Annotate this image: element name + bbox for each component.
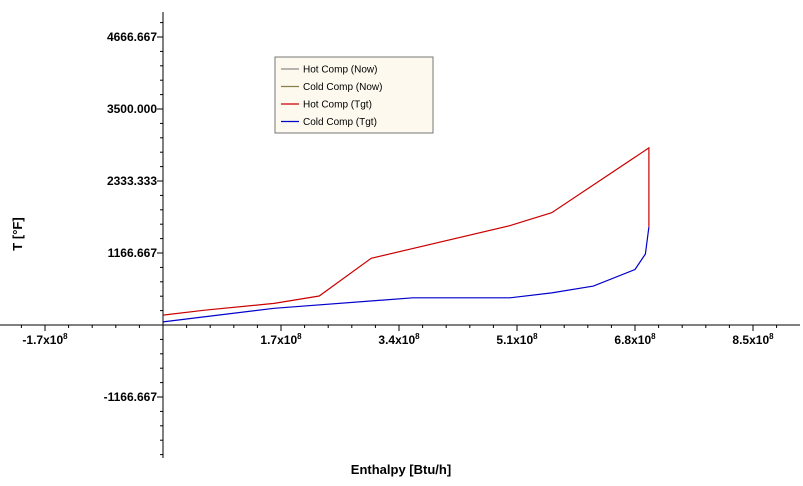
legend-label: Cold Comp (Tgt) — [303, 117, 377, 128]
x-tick-label-text: 5.1x108 — [496, 332, 538, 347]
x-tick-mantissa: 8.5x10 — [732, 333, 769, 347]
y-tick-label: 2333.333 — [107, 174, 157, 188]
x-tick-label-text: 6.8x108 — [614, 332, 656, 347]
y-tick-label: -1166.667 — [104, 390, 158, 404]
x-tick-mantissa: 5.1x10 — [496, 333, 533, 347]
x-tick-label-text: 3.4x108 — [378, 332, 420, 347]
legend-label: Hot Comp (Now) — [303, 65, 377, 76]
y-tick-label: 1166.667 — [108, 246, 158, 260]
x-tick-label-text: 1.7x108 — [260, 332, 302, 347]
x-tick-exponent: 8 — [651, 332, 656, 341]
x-tick-mantissa: -1.7x10 — [22, 333, 63, 347]
series-line-3 — [162, 146, 650, 316]
legend: Hot Comp (Now) Cold Comp (Now) Hot Comp (T… — [274, 56, 434, 134]
x-tick-label: 5.1x108 — [496, 332, 538, 347]
y-tick-label: 3500.000 — [107, 102, 157, 116]
x-tick-mantissa: 6.8x10 — [614, 333, 651, 347]
x-tick-mantissa: 3.4x10 — [378, 333, 415, 347]
series-line-4 — [162, 226, 650, 323]
x-tick-label: 3.4x108 — [378, 332, 420, 347]
x-tick-mantissa: 1.7x10 — [260, 333, 297, 347]
x-tick-exponent: 8 — [297, 332, 302, 341]
x-tick-label-text: -1.7x108 — [22, 332, 68, 347]
x-tick-label: -1.7x108 — [22, 332, 68, 347]
x-tick-exponent: 8 — [63, 332, 68, 341]
x-tick-exponent: 8 — [533, 332, 538, 341]
x-tick-label: 6.8x108 — [614, 332, 656, 347]
legend-label: Hot Comp (Tgt) — [303, 100, 372, 111]
x-tick-label: 8.5x108 — [732, 332, 774, 347]
x-tick-exponent: 8 — [415, 332, 420, 341]
y-axis-title: T [°F] — [10, 217, 25, 250]
y-tick-label: 4666.667 — [107, 30, 157, 44]
x-tick-exponent: 8 — [769, 332, 774, 341]
x-tick-label: 1.7x108 — [260, 332, 302, 347]
x-tick-label-text: 8.5x108 — [732, 332, 774, 347]
legend-label: Cold Comp (Now) — [303, 82, 382, 93]
x-axis-title: Enthalpy [Btu/h] — [351, 462, 451, 477]
legend-box — [274, 56, 434, 134]
